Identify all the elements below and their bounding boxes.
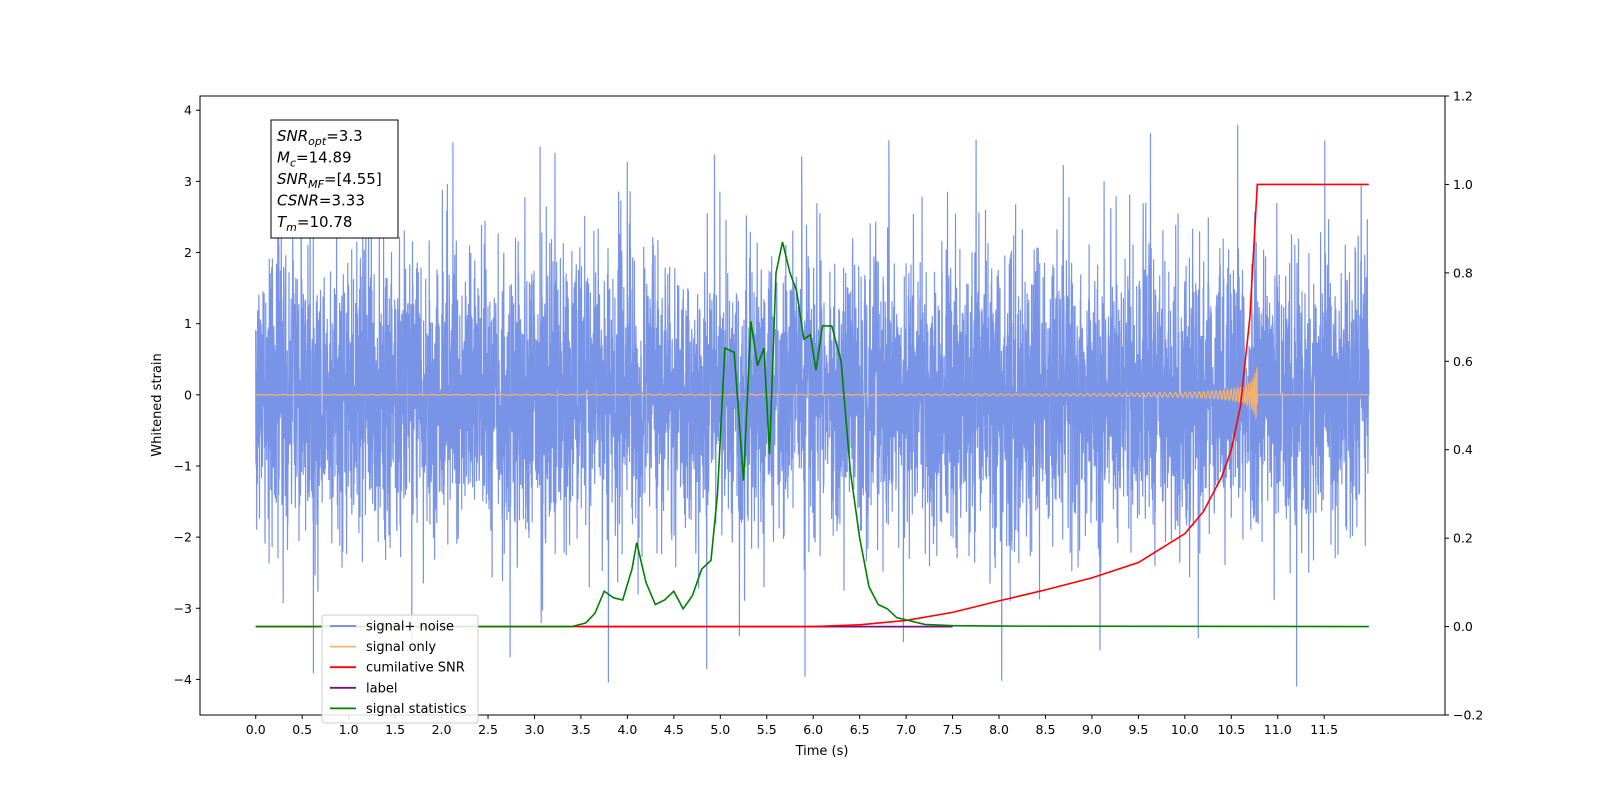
info-box-frame: [270, 119, 399, 239]
y-left-tick-label: 3: [184, 174, 192, 189]
x-tick-label: 6.0: [803, 722, 823, 737]
x-tick-label: 3.5: [571, 722, 591, 737]
legend: signal+ noise signal only cumilative SNR la…: [321, 614, 479, 724]
legend-label: signal statistics: [366, 702, 467, 717]
x-axis-label: Time (s): [795, 744, 849, 759]
y-right-tick-label: −0.2: [1453, 708, 1483, 723]
x-tick-label: 9.0: [1082, 722, 1102, 737]
x-tick-label: 0.5: [292, 722, 312, 737]
signal-statistics-series: [255, 241, 1369, 628]
y-left-tick-label: 1: [184, 316, 192, 331]
signal-noise-line: [255, 124, 1370, 687]
info-line: Mc=14.89: [277, 149, 352, 170]
x-tick-label: 9.5: [1128, 722, 1148, 737]
y-right-tick-label: 1.0: [1453, 177, 1473, 192]
x-tick-label: 8.0: [989, 722, 1009, 737]
x-tick-label: 5.5: [757, 722, 777, 737]
x-tick-label: 4.0: [617, 722, 637, 737]
y-right-tick-label: 0.6: [1453, 354, 1473, 369]
plot-frame: [199, 95, 1446, 716]
x-tick-label: 4.5: [664, 722, 684, 737]
signal-noise-series: [255, 124, 1370, 687]
legend-label: cumilative SNR: [366, 661, 465, 676]
x-axis-ticks: 0.0 0.5 1.0 1.5 2.0 2.5 3.0 3.5 4.0 4.5 5.0 5.5 6.0 6…: [246, 715, 1338, 737]
y-left-tick-label: 2: [184, 245, 192, 260]
y-left-tick-label: 4: [184, 103, 192, 118]
x-tick-label: 1.5: [385, 722, 405, 737]
y-right-tick-label: 0.8: [1453, 265, 1473, 280]
y-left-tick-label: −4: [174, 672, 192, 687]
legend-label: label: [366, 681, 397, 696]
x-tick-label: 11.0: [1264, 722, 1292, 737]
x-tick-label: 11.5: [1310, 722, 1338, 737]
info-line: SNRMF=[4.55]: [277, 170, 382, 191]
x-tick-label: 7.0: [896, 722, 916, 737]
y-right-tick-label: 0.0: [1453, 619, 1473, 634]
signal-statistics-line: [255, 241, 1369, 628]
x-tick-label: 7.5: [943, 722, 963, 737]
y-axis-right-ticks: −0.2 0.0 0.2 0.4 0.6 0.8 1.0 1.2: [1445, 89, 1483, 723]
legend-label: signal only: [366, 640, 436, 655]
cumulative-snr-line: [255, 183, 1369, 628]
y-left-tick-label: −2: [174, 530, 192, 545]
legend-label: signal+ noise: [366, 620, 454, 635]
x-tick-label: 10.5: [1217, 722, 1245, 737]
y-right-tick-label: 1.2: [1453, 89, 1473, 104]
x-tick-label: 3.0: [525, 722, 545, 737]
y-left-tick-label: 0: [184, 387, 192, 402]
info-line: CSNR=3.33: [277, 192, 365, 210]
info-line: SNRopt=3.3: [277, 127, 363, 148]
y-left-tick-label: −3: [174, 601, 192, 616]
x-tick-label: 5.0: [710, 722, 730, 737]
plot-area: [255, 124, 1370, 687]
y-left-tick-label: −1: [174, 458, 192, 473]
cumulative-snr-series: [255, 183, 1369, 628]
y-right-tick-label: 0.2: [1453, 531, 1473, 546]
legend-frame: [321, 614, 479, 724]
y-axis-left-label: Whitened strain: [150, 353, 165, 456]
signal-only-series: [255, 367, 1369, 419]
y-axis-left-ticks: −4 −3 −2 −1 0 1 2 3 4: [174, 103, 200, 687]
x-tick-label: 8.5: [1036, 722, 1056, 737]
signal-only-line: [255, 367, 1369, 419]
y-right-tick-label: 0.4: [1453, 442, 1473, 457]
x-tick-label: 2.5: [478, 722, 498, 737]
x-tick-label: 10.0: [1171, 722, 1199, 737]
x-tick-label: 2.0: [432, 722, 452, 737]
x-tick-label: 1.0: [339, 722, 359, 737]
x-tick-label: 6.5: [850, 722, 870, 737]
info-line: Tm=10.78: [277, 213, 352, 234]
x-tick-label: 0.0: [246, 722, 266, 737]
